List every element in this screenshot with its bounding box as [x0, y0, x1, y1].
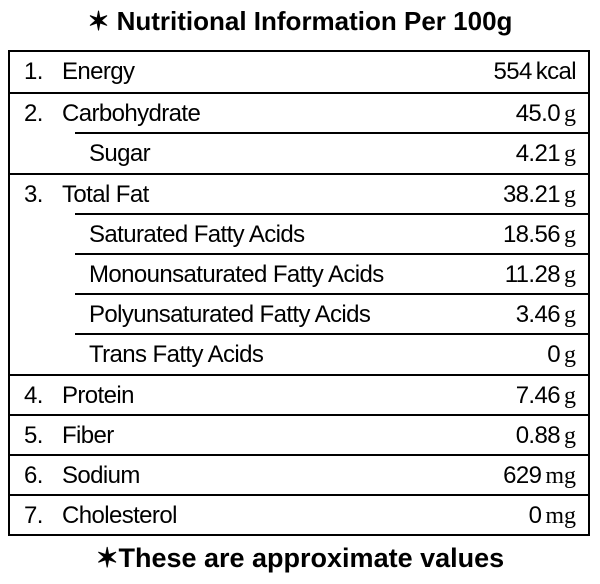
- row: 6. Sodium 629 mg: [10, 454, 588, 494]
- unit: mg: [545, 463, 576, 489]
- row-value-cell: 3.46 g: [516, 295, 576, 335]
- row-number: 4.: [24, 381, 43, 409]
- row-number: 7.: [24, 502, 43, 530]
- row: 1. Energy 554 kcal: [10, 52, 588, 92]
- sub-row: Monounsaturated Fatty Acids 11.28 g: [75, 253, 588, 293]
- value: 18.56: [502, 220, 561, 248]
- row-label: Sodium: [62, 462, 140, 489]
- sub-row: Trans Fatty Acids 0 g: [75, 333, 588, 373]
- row-number: 6.: [24, 462, 43, 489]
- value: 0: [547, 341, 560, 369]
- value: 0.88: [515, 421, 561, 449]
- row-label: Cholesterol: [62, 502, 177, 530]
- unit: g: [564, 221, 576, 248]
- value: 4.21: [515, 140, 561, 168]
- row-value-cell: 45.0 g: [516, 94, 576, 134]
- row: 5. Fiber 0.88 g: [10, 413, 588, 456]
- value: 3.46: [515, 301, 561, 329]
- row-number: 2.: [24, 100, 43, 128]
- unit: g: [564, 422, 576, 449]
- row-number: 1.: [24, 58, 43, 85]
- footer: ✶These are approximate values: [95, 543, 505, 573]
- row-value-cell: 0 mg: [529, 496, 576, 536]
- row-label: Saturated Fatty Acids: [89, 220, 305, 248]
- unit: g: [564, 342, 576, 369]
- row-label: Monounsaturated Fatty Acids: [89, 261, 384, 288]
- unit: g: [564, 262, 576, 288]
- row-value-cell: 4.21 g: [516, 134, 576, 174]
- row-value-cell: 11.28 g: [505, 255, 576, 295]
- unit: g: [564, 302, 576, 329]
- row-label: Polyunsaturated Fatty Acids: [89, 301, 371, 329]
- row-value-cell: 0.88 g: [516, 416, 576, 456]
- unit: g: [564, 181, 576, 208]
- unit: mg: [545, 503, 576, 530]
- row-label: Trans Fatty Acids: [89, 341, 264, 369]
- row-number: 3.: [24, 180, 43, 208]
- sub-row: Sugar 4.21 g: [75, 132, 588, 172]
- row-label: Sugar: [89, 140, 151, 168]
- row-value-cell: 554 kcal: [493, 52, 576, 92]
- unit: g: [564, 141, 576, 168]
- row-label: Carbohydrate: [62, 100, 201, 128]
- unit: g: [564, 101, 576, 128]
- title: ✶ Nutritional Information Per 100g: [87, 6, 513, 36]
- row: 7. Cholesterol 0 mg: [10, 494, 588, 534]
- row-label: Total Fat: [62, 180, 149, 208]
- value: 0: [528, 502, 542, 530]
- row-number: 5.: [24, 421, 43, 449]
- row-label: Energy: [62, 58, 135, 85]
- sub-row: Polyunsaturated Fatty Acids 3.46 g: [75, 293, 588, 333]
- row: 2. Carbohydrate 45.0 g: [10, 92, 588, 132]
- value: 11.28: [504, 261, 561, 288]
- row-value-cell: 18.56 g: [503, 215, 576, 255]
- nutrition-table: 1. Energy 554 kcal 2. Carbohydrate 45.0 g Sugar 4…: [8, 50, 590, 536]
- row-value-cell: 629 mg: [503, 456, 576, 496]
- value: 554: [493, 58, 532, 85]
- value: 45.0: [515, 100, 561, 128]
- row-value-cell: 7.46 g: [516, 376, 576, 416]
- row: 3. Total Fat 38.21 g: [10, 172, 588, 215]
- value: 629: [503, 462, 542, 489]
- row-label: Fiber: [62, 421, 114, 449]
- sub-row: Saturated Fatty Acids 18.56 g: [75, 212, 588, 255]
- unit: g: [564, 382, 576, 409]
- row-label: Protein: [62, 381, 134, 409]
- row: 4. Protein 7.46 g: [10, 373, 588, 416]
- value: 7.46: [515, 381, 561, 409]
- row-value-cell: 38.21 g: [503, 175, 576, 215]
- value: 38.21: [502, 180, 561, 208]
- unit: kcal: [535, 58, 577, 85]
